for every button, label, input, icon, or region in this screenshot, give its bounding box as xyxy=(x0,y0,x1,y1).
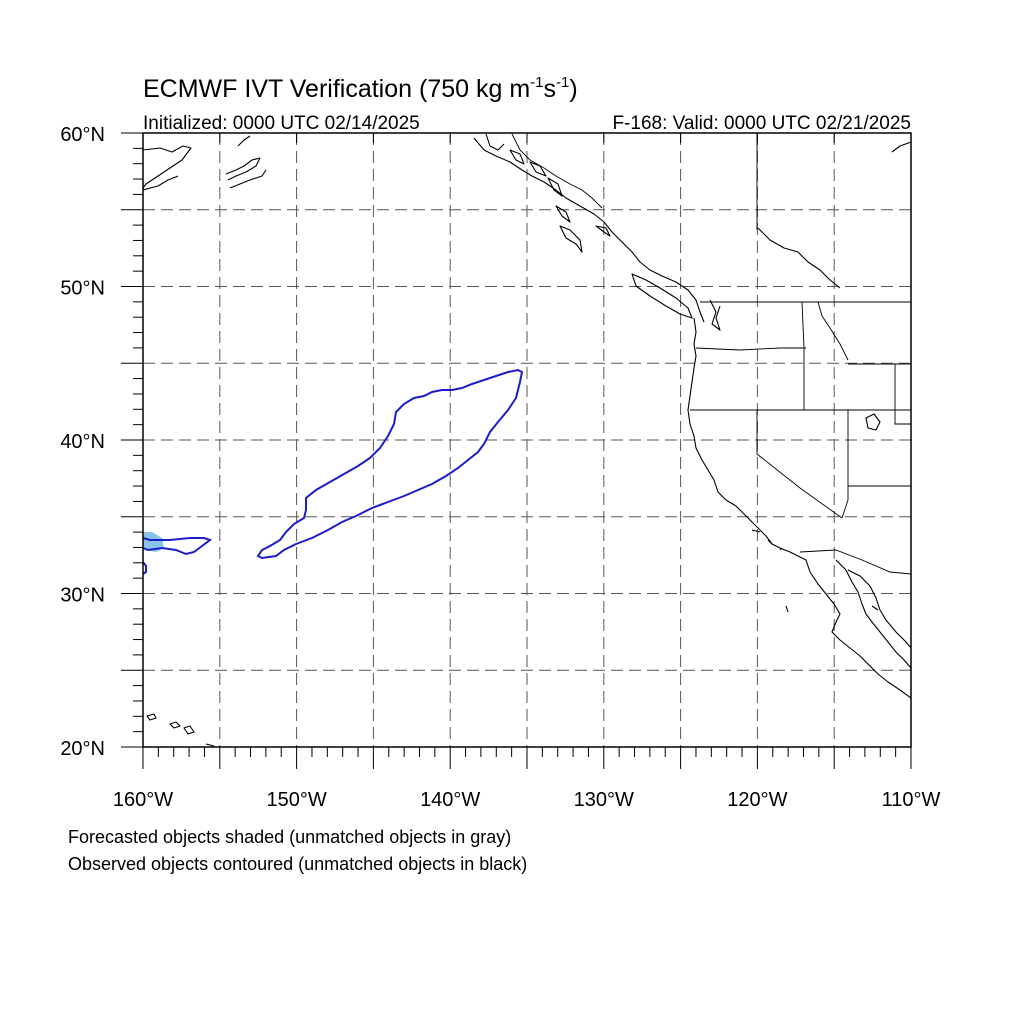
axis-ticks xyxy=(121,132,912,769)
alaska-coast xyxy=(143,135,267,191)
x-tick-label: 150°W xyxy=(266,789,326,811)
caption-forecast: Forecasted objects shaded (unmatched obj… xyxy=(68,827,511,847)
observed-object-edge xyxy=(143,561,147,575)
utah-border xyxy=(848,363,911,487)
wa-or-border xyxy=(695,347,806,351)
observed-object-main xyxy=(256,368,524,560)
x-tick-label: 160°W xyxy=(113,789,173,811)
map-frame xyxy=(142,132,912,748)
longitude-labels: 160°W 150°W 140°W 130°W 120°W 110°W xyxy=(113,789,941,811)
map-panel xyxy=(121,132,912,769)
interior-lakes xyxy=(757,227,841,289)
nv-az-border xyxy=(841,410,849,519)
puget-sound xyxy=(709,299,721,331)
forecast-object-shaded xyxy=(143,532,164,552)
islands-panhandle xyxy=(485,133,611,253)
channel-islands xyxy=(751,529,879,613)
observed-object-contours xyxy=(143,368,524,575)
vancouver-island xyxy=(631,273,693,319)
panhandle-coast xyxy=(473,137,705,323)
gulf-of-california xyxy=(835,559,911,669)
idaho-border xyxy=(801,301,805,410)
y-tick-label: 60°N xyxy=(60,124,105,146)
ca-nv-border xyxy=(756,410,843,519)
hawaiian-islands xyxy=(146,713,215,747)
observed-object-west xyxy=(143,537,213,556)
y-tick-label: 50°N xyxy=(60,278,105,300)
initialized-label: Initialized: 0000 UTC 02/14/2025 xyxy=(143,113,420,134)
northeast-coast xyxy=(891,141,911,153)
coastlines xyxy=(143,133,911,747)
y-tick-label: 20°N xyxy=(60,738,105,760)
great-salt-lake xyxy=(865,413,881,431)
x-tick-label: 120°W xyxy=(727,789,787,811)
latitude-labels: 60°N 50°N 40°N 30°N 20°N xyxy=(60,124,105,760)
bc-alberta-border xyxy=(756,133,849,361)
plot-title: ECMWF IVT Verification (750 kg m-1s-1) xyxy=(143,74,578,103)
y-tick-label: 40°N xyxy=(60,431,105,453)
y-tick-label: 30°N xyxy=(60,585,105,607)
west-coast xyxy=(687,317,911,699)
political-borders xyxy=(511,133,911,575)
x-tick-label: 130°W xyxy=(574,789,634,811)
x-tick-label: 140°W xyxy=(420,789,480,811)
valid-label: F-168: Valid: 0000 UTC 02/21/2025 xyxy=(612,113,911,134)
alaska-bc-border xyxy=(511,133,603,209)
x-tick-label: 110°W xyxy=(882,789,941,811)
caption-observed: Observed objects contoured (unmatched ob… xyxy=(68,854,527,874)
graticule xyxy=(143,133,911,747)
us-mexico-border xyxy=(799,549,911,575)
